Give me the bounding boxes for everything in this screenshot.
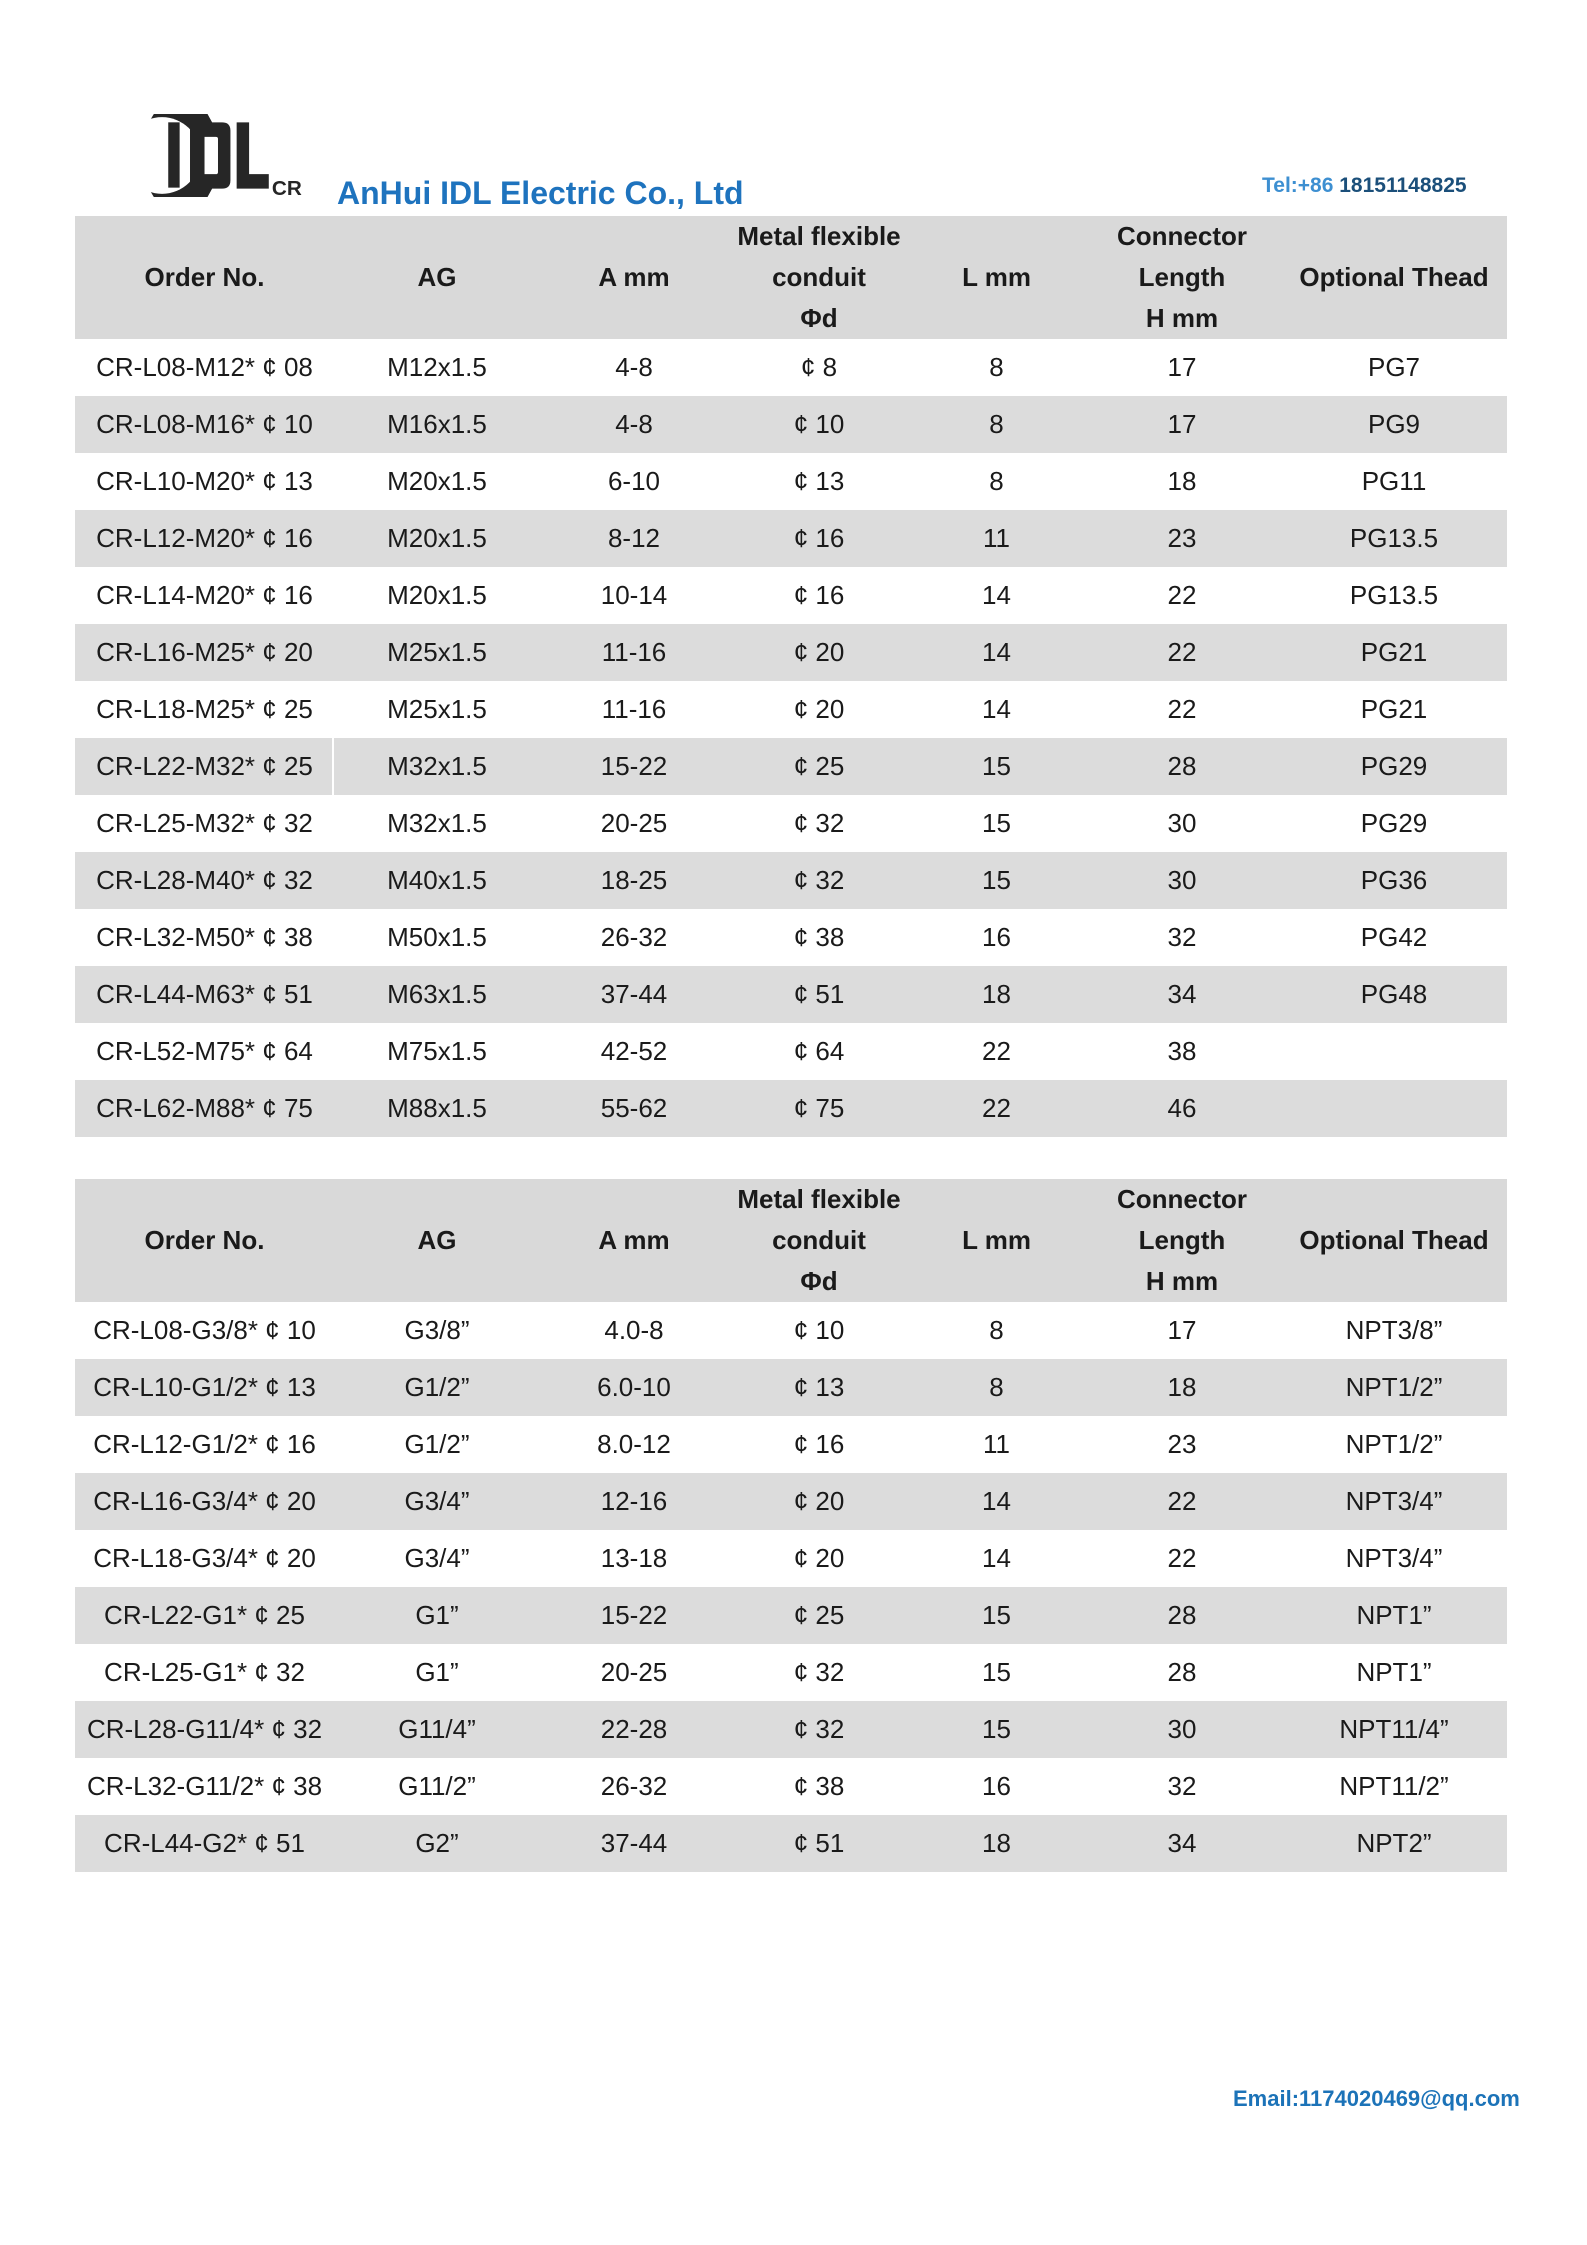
svg-text:CR: CR (272, 177, 302, 198)
